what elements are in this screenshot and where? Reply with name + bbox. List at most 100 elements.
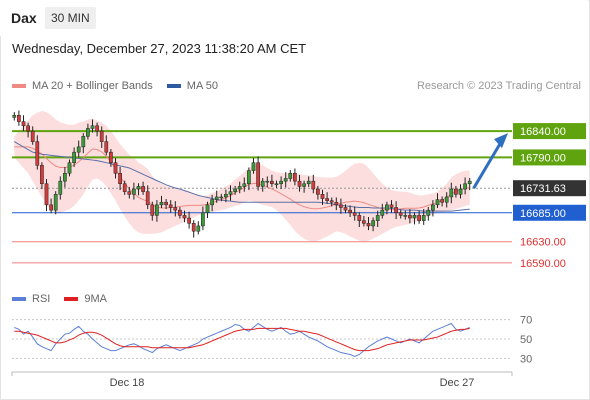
candle-down <box>362 220 366 224</box>
candle-down <box>35 141 40 166</box>
candle-up <box>302 183 306 187</box>
candle-up <box>371 220 375 227</box>
candle-up <box>283 178 288 182</box>
candle-up <box>421 215 426 221</box>
candle-down <box>270 180 274 185</box>
candle-up <box>196 225 201 232</box>
candle-down <box>357 215 362 221</box>
candle-down <box>21 121 26 127</box>
price-label-text: 16840.00 <box>520 126 566 138</box>
candle-down <box>311 180 316 190</box>
price-label-text: 16590.00 <box>520 258 566 270</box>
candle-down <box>164 201 168 206</box>
legend-label: MA 20 + Bollinger Bands <box>32 80 153 92</box>
candle-up <box>274 183 279 186</box>
candle-down <box>398 212 403 216</box>
candle-down <box>334 201 339 206</box>
candle-down <box>325 198 329 201</box>
candle-up <box>63 172 67 182</box>
price-label-text: 16731.63 <box>520 183 566 195</box>
candle-down <box>122 183 127 192</box>
price-label-last-price: 16731.63 <box>513 180 586 197</box>
legend-ma50: MA 50 <box>166 80 218 92</box>
legend-swatch <box>64 297 79 301</box>
candle-down <box>182 215 187 219</box>
candle-down <box>352 212 357 216</box>
price-label-text: 16685.00 <box>520 208 566 220</box>
candle-up <box>233 188 237 192</box>
legend-rsi-9ma: 9MA <box>64 293 107 305</box>
x-tick-label: Dec 27 <box>440 377 475 389</box>
legend-label: RSI <box>32 293 51 305</box>
candle-down <box>173 207 178 211</box>
rsi-tick-label: 70 <box>520 315 532 327</box>
candle-down <box>408 215 412 219</box>
candle-up <box>403 215 408 217</box>
price-label-resistance: 16840.00 <box>513 123 586 140</box>
chart-timestamp: Wednesday, December 27, 2023 11:38:20 AM… <box>12 41 307 56</box>
candle-down <box>417 215 421 221</box>
candle-up <box>458 188 463 195</box>
candle-up <box>132 188 136 195</box>
candle-down <box>178 209 182 216</box>
projection-arrowhead <box>494 133 508 149</box>
candle-down <box>343 207 348 211</box>
price-label-box <box>513 149 586 166</box>
candle-up <box>265 180 270 183</box>
candle-up <box>159 201 164 206</box>
candle-up <box>242 183 247 187</box>
candle-up <box>219 196 224 199</box>
legend-label: 9MA <box>84 293 107 305</box>
candle-down <box>256 162 260 187</box>
candle-down <box>320 194 325 199</box>
candle-up <box>214 196 219 200</box>
price-label-box <box>513 180 586 197</box>
candle-down <box>109 151 113 163</box>
candle-down <box>150 204 155 216</box>
candle-up <box>431 204 435 211</box>
candle-down <box>104 141 109 153</box>
legend-swatch <box>12 84 26 88</box>
candle-up <box>210 199 214 206</box>
candle-down <box>316 188 320 195</box>
legend-swatch <box>166 84 181 88</box>
ma50-line <box>14 141 470 212</box>
candle-up <box>136 186 141 190</box>
candle-up <box>86 128 90 137</box>
price-label-resistance: 16790.00 <box>513 149 586 166</box>
price-label-box <box>513 204 586 221</box>
candle-up <box>412 215 417 219</box>
price-label-box <box>513 123 586 140</box>
candle-up <box>237 186 242 190</box>
legend-swatch <box>12 297 26 301</box>
candle-up <box>201 212 205 227</box>
candle-up <box>72 151 76 163</box>
candle-down <box>40 165 44 185</box>
bollinger-band-area <box>14 111 470 242</box>
candle-up <box>58 180 63 195</box>
candle-up <box>67 162 72 174</box>
price-label-support: 16590.00 <box>520 258 566 270</box>
instrument-title: Dax <box>11 10 37 26</box>
candle-up <box>53 194 58 211</box>
candle-up <box>251 162 256 171</box>
candle-up <box>90 125 95 129</box>
candle-up <box>224 194 228 198</box>
candle-up <box>449 188 454 198</box>
legend-rsi: RSI <box>12 293 50 305</box>
price-label-pivot: 16685.00 <box>513 204 586 221</box>
candle-down <box>168 204 173 208</box>
candle-down <box>49 204 53 211</box>
candle-down <box>26 125 30 132</box>
candle-down <box>187 217 191 224</box>
candle-up <box>288 172 293 179</box>
rsi-tick-label: 50 <box>520 334 532 346</box>
candle-down <box>440 199 444 203</box>
main-legend: MA 20 + Bollinger Bands MA 50 <box>12 80 232 92</box>
candle-down <box>329 200 334 203</box>
candle-up <box>375 215 380 221</box>
candle-down <box>127 191 132 195</box>
timeframe-button[interactable]: 30 MIN <box>45 7 96 29</box>
candle-up <box>205 204 210 214</box>
